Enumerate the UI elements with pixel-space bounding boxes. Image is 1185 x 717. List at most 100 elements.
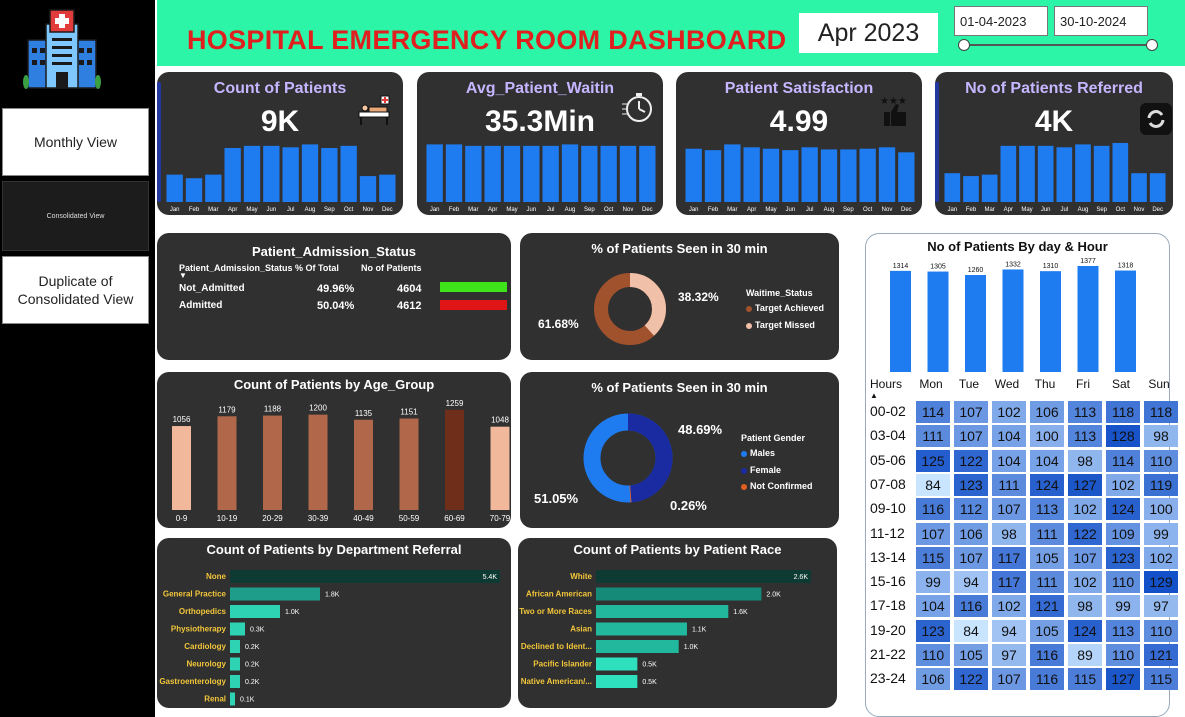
heatmap-cell: 110 (1144, 619, 1178, 642)
kpi-bar (321, 148, 338, 202)
heatmap-cell: 118 (1144, 401, 1178, 423)
table-row-pct: 50.04% (317, 300, 355, 312)
heatmap-cell: 114 (916, 401, 950, 423)
age-group-card: Count of Patients by Age_Group 1056 0-9 11… (157, 372, 511, 528)
month-tick-label: May (765, 207, 776, 213)
kpi-monthly-chart: Jan Feb Mar Apr May Jun Jul Aug Sep Oct Nov Dec (426, 144, 656, 213)
heatmap-cell: 99 (1144, 522, 1178, 545)
month-tick-label: Apr (1004, 207, 1013, 213)
kpi-card-referred: No of Patients Referred 4K Jan Feb Mar Apr M… (935, 72, 1173, 215)
hour-row-label: 21-22 (870, 646, 906, 662)
duplicate-consolidated-view-button[interactable]: Duplicate of Consolidated View (2, 256, 149, 324)
donut-slice-female (583, 413, 673, 503)
donut-chart-waittime (594, 273, 666, 345)
kpi-bar (600, 145, 617, 202)
heatmap-cell: 102 (1144, 546, 1178, 569)
consolidated-view-button[interactable]: Consolidated View (2, 181, 149, 251)
date-from-input[interactable]: 01-04-2023 (954, 6, 1048, 36)
hour-row-label: 07-08 (870, 475, 906, 492)
day-column-header[interactable]: Wed (994, 377, 1020, 391)
heatmap-cell: 124 (1106, 498, 1140, 521)
date-from-value: 01-04-2023 (960, 14, 1027, 29)
heatmap-cell: 111 (916, 425, 950, 448)
monthly-view-button[interactable]: Monthly View (2, 108, 149, 176)
kpi-bar (724, 144, 741, 202)
day-value-label: 1310 (1043, 263, 1059, 270)
day-value-label: 1260 (968, 267, 984, 274)
day-column-header[interactable]: Sat (1111, 377, 1130, 391)
date-range-slider[interactable] (958, 44, 1156, 46)
sort-arrow-icon[interactable]: ▲ (870, 391, 878, 400)
age-tick-label: 40-49 (353, 514, 374, 523)
month-tick-label: Sep (1096, 207, 1107, 213)
heatmap-cell: 107 (992, 498, 1026, 521)
kpi-bar (503, 145, 521, 202)
heatmap-cell: 104 (1030, 449, 1064, 472)
kpi-monthly-chart: Jan Feb Mar Apr May Jun Jul Aug Sep Oct Nov Dec (685, 144, 915, 213)
category-label: African American (526, 590, 592, 599)
month-tick-label: May (246, 207, 257, 213)
col-header-pct[interactable]: % Of Total (295, 263, 339, 273)
kpi-bar (426, 144, 443, 202)
date-to-input[interactable]: 30-10-2024 (1054, 6, 1148, 36)
race-chart-title: Count of Patients by Patient Race (573, 542, 782, 557)
age-bar (263, 415, 282, 510)
hours-column-header[interactable]: Hours (870, 377, 903, 391)
kpi-bar (859, 148, 876, 202)
hbar (230, 605, 280, 618)
kpi-bar (379, 174, 396, 202)
table-row-pct: 49.96% (317, 283, 355, 295)
day-bar (965, 275, 986, 372)
day-bar-chart: 1314 1305 1260 1332 1310 1377 1318 (890, 258, 1136, 372)
day-bar (890, 270, 911, 372)
heatmap-cell: 97 (992, 644, 1026, 666)
kpi-bar (981, 174, 998, 202)
heatmap-cell: 102 (1106, 473, 1140, 496)
kpi-title: No of Patients Referred (965, 80, 1143, 97)
heatmap-cell: 116 (916, 498, 950, 521)
heatmap-cell: 104 (992, 425, 1026, 448)
month-tick-label: Jul (287, 207, 295, 213)
day-column-header[interactable]: Thu (1034, 377, 1056, 391)
value-label: 0.2K (245, 644, 260, 651)
day-column-header[interactable]: Fri (1076, 377, 1090, 391)
seen30-title: % of Patients Seen in 30 min (591, 241, 768, 256)
heatmap-cell: 123 (1106, 546, 1140, 569)
heatmap-cell: 106 (916, 668, 950, 691)
kpi-value: 4K (1034, 105, 1074, 138)
month-tick-label: Feb (189, 207, 200, 213)
slider-end-handle[interactable] (1146, 39, 1158, 51)
month-tick-label: Aug (565, 207, 576, 213)
kpi-bar (898, 152, 915, 202)
legend-label: Target Achieved (755, 303, 825, 313)
day-column-header[interactable]: Tue (958, 377, 980, 391)
col-header-count[interactable]: No of Patients (361, 263, 422, 273)
value-label: 1.0K (684, 644, 699, 651)
heatmap-cell: 84 (916, 473, 950, 496)
col-header-status[interactable]: Patient_Admission_Status (179, 263, 293, 273)
hour-row-label: 03-04 (870, 427, 906, 444)
heatmap-cell: 107 (992, 668, 1026, 691)
sort-arrow-icon[interactable]: ▼ (179, 271, 187, 280)
slider-start-handle[interactable] (958, 39, 970, 51)
heatmap-cell: 113 (1030, 498, 1064, 521)
day-column-header[interactable]: Mon (919, 377, 943, 391)
heatmap-cell: 113 (1068, 401, 1102, 423)
legend-label: Males (750, 448, 776, 458)
patient-race-card: Count of Patients by Patient Race White 2… (518, 538, 837, 708)
heatmap-cell: 110 (1144, 449, 1178, 472)
age-tick-label: 20-29 (262, 514, 283, 523)
legend-item-missed: Target Missed (746, 320, 815, 330)
value-label: 0.5K (642, 662, 657, 669)
hbar (230, 587, 320, 601)
kpi-bar (1000, 145, 1017, 202)
age-bar (490, 426, 510, 510)
day-column-header[interactable]: Sun (1148, 377, 1170, 391)
kpi-bar (359, 176, 377, 202)
age-chart-title: Count of Patients by Age_Group (233, 377, 435, 392)
donut-label-female: 48.69% (678, 422, 723, 437)
card-edge (157, 82, 161, 202)
page-title: HOSPITAL EMERGENCY ROOM DASHBOARD (187, 25, 787, 55)
hbar (230, 692, 235, 706)
hbar (596, 570, 811, 583)
